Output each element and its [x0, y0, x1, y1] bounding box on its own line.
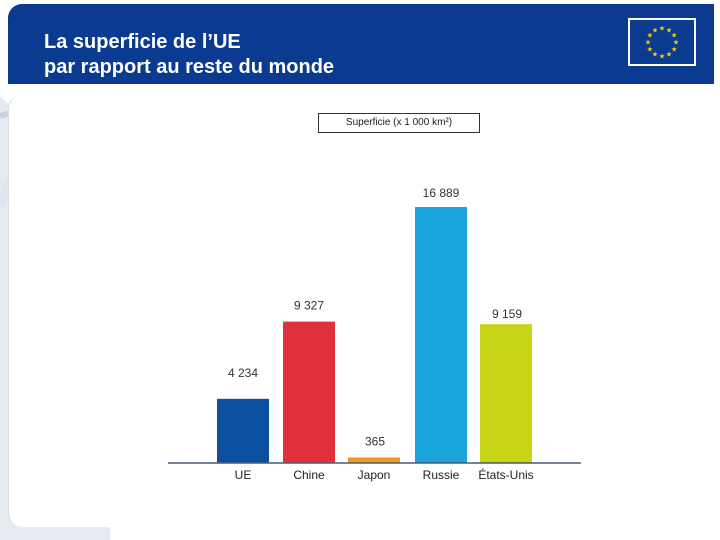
category-label-1: Chine: [293, 468, 325, 482]
bar-0: [217, 398, 269, 463]
slide-title-line-2: par rapport au reste du monde: [44, 56, 335, 78]
category-label-0: UE: [235, 468, 252, 482]
content-panel: [8, 95, 715, 527]
value-label-0: 4 234: [228, 366, 258, 380]
bar-1: [283, 321, 335, 463]
value-label-2: 365: [365, 434, 385, 448]
flag-star-icon: ★: [659, 25, 665, 33]
bar-3: [415, 207, 467, 463]
flag-star-icon: ★: [652, 26, 658, 34]
eu-flag-icon: ★ ★ ★ ★ ★ ★ ★ ★ ★ ★ ★ ★: [628, 18, 696, 66]
flag-star-icon: ★: [666, 51, 672, 59]
slide-title-line-1: La superficie de l’UE: [44, 31, 241, 53]
flag-star-icon: ★: [671, 32, 677, 40]
value-label-1: 9 327: [294, 299, 324, 313]
header-band: [8, 4, 714, 84]
flag-star-icon: ★: [652, 51, 658, 59]
chart-legend: Superficie (x 1 000 km²): [318, 113, 480, 133]
value-label-3: 16 889: [423, 186, 460, 200]
flag-star-icon: ★: [645, 39, 651, 47]
bar-4: [480, 324, 532, 463]
category-label-4: États-Unis: [478, 467, 533, 482]
flag-star-icon: ★: [666, 26, 672, 34]
header: La superficie de l’UE par rapport au res…: [0, 0, 720, 86]
value-label-4: 9 159: [492, 307, 522, 321]
flag-star-icon: ★: [659, 53, 665, 61]
flag-star-icon: ★: [647, 32, 653, 40]
flag-star-icon: ★: [671, 46, 677, 54]
category-label-2: Japon: [358, 468, 391, 482]
flag-star-icon: ★: [673, 39, 679, 47]
flag-star-icon: ★: [647, 46, 653, 54]
bar-2: [348, 457, 400, 463]
category-label-3: Russie: [423, 468, 460, 482]
